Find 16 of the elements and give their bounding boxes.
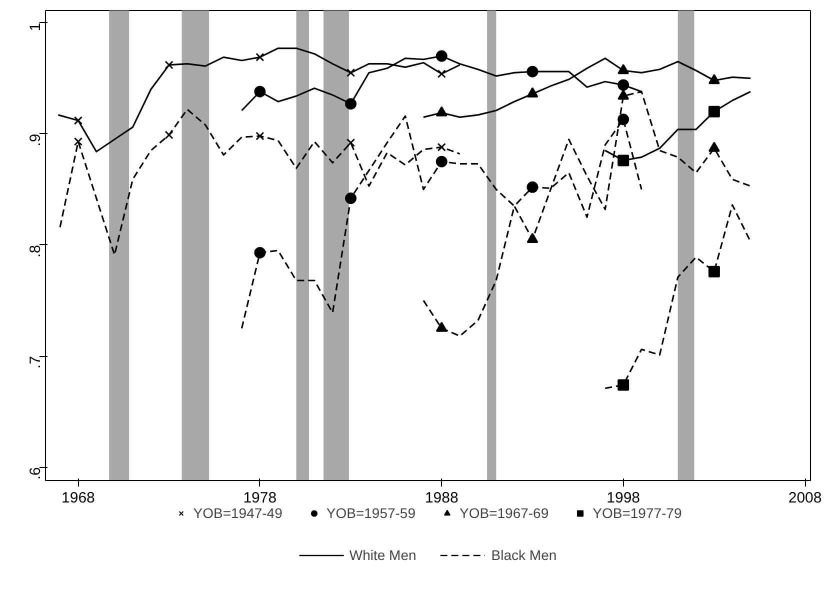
x-tick-label: 1998	[606, 490, 640, 506]
x-tick-label: 2008	[788, 490, 822, 506]
legend-label: YOB=1967-69	[460, 505, 549, 521]
y-tick-label: .8	[27, 244, 44, 258]
y-tick-label: .6	[27, 467, 44, 480]
x-tick-label: 1968	[62, 490, 95, 506]
legend-label: YOB=1957-59	[326, 505, 416, 521]
y-tick-label: 1	[27, 22, 44, 32]
y-tick-label: .7	[27, 356, 44, 369]
x-tick-label: 1988	[424, 490, 458, 506]
legend-label: YOB=1977-79	[592, 505, 682, 521]
legend-label: YOB=1947-49	[193, 505, 282, 521]
x-tick-label: 1978	[243, 490, 277, 506]
y-tick-label: .9	[27, 134, 44, 146]
legend-label: White Men	[349, 547, 416, 563]
legend-label: Black Men	[491, 547, 557, 563]
